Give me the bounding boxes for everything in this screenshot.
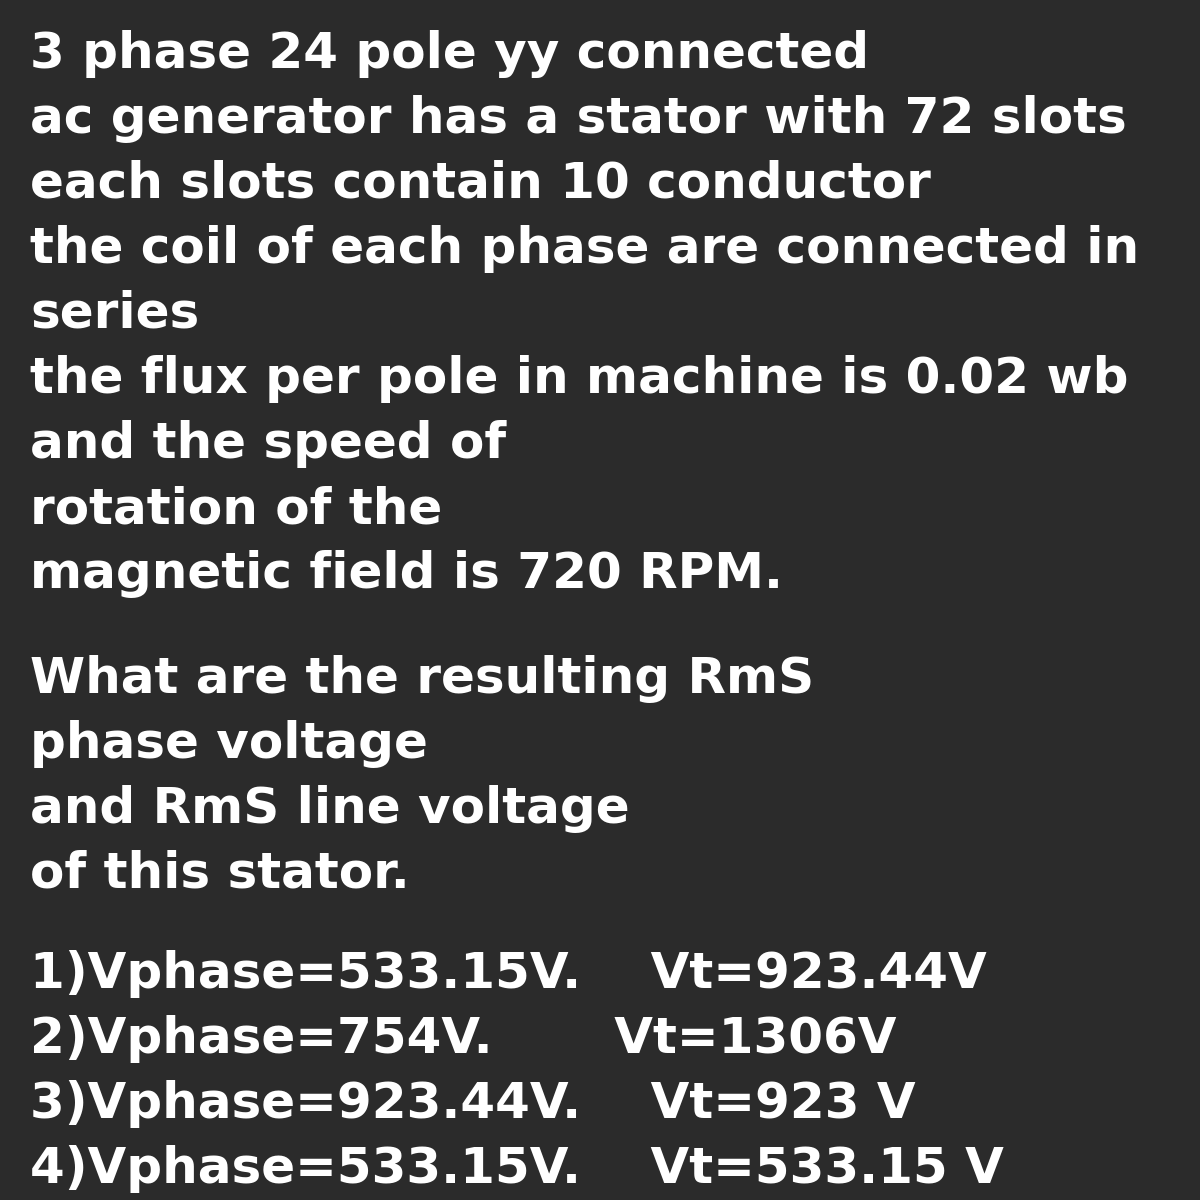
Text: and RmS line voltage: and RmS line voltage — [30, 785, 630, 833]
Text: 2)Vphase=754V.       Vt=1306V: 2)Vphase=754V. Vt=1306V — [30, 1015, 896, 1063]
Text: of this stator.: of this stator. — [30, 850, 409, 898]
Text: rotation of the: rotation of the — [30, 485, 443, 533]
Text: and the speed of: and the speed of — [30, 420, 506, 468]
Text: series: series — [30, 290, 199, 338]
Text: What are the resulting RmS: What are the resulting RmS — [30, 655, 814, 703]
Text: 4)Vphase=533.15V.    Vt=533.15 V: 4)Vphase=533.15V. Vt=533.15 V — [30, 1145, 1004, 1193]
Text: the flux per pole in machine is 0.02 wb: the flux per pole in machine is 0.02 wb — [30, 355, 1128, 403]
Text: 3 phase 24 pole yy connected: 3 phase 24 pole yy connected — [30, 30, 869, 78]
Text: the coil of each phase are connected in: the coil of each phase are connected in — [30, 226, 1139, 272]
Text: 1)Vphase=533.15V.    Vt=923.44V: 1)Vphase=533.15V. Vt=923.44V — [30, 950, 986, 998]
Text: each slots contain 10 conductor: each slots contain 10 conductor — [30, 160, 931, 208]
Text: phase voltage: phase voltage — [30, 720, 428, 768]
Text: 3)Vphase=923.44V.    Vt=923 V: 3)Vphase=923.44V. Vt=923 V — [30, 1080, 916, 1128]
Text: magnetic field is 720 RPM.: magnetic field is 720 RPM. — [30, 550, 784, 598]
Text: ac generator has a stator with 72 slots: ac generator has a stator with 72 slots — [30, 95, 1127, 143]
